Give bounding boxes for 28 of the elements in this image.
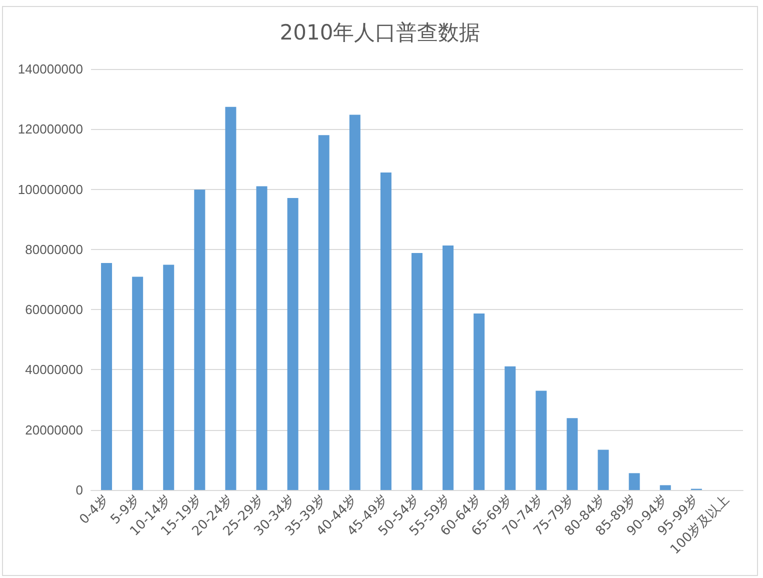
bar [660, 485, 671, 490]
bar [566, 418, 578, 490]
y-tick-label: 60000000 [25, 302, 83, 318]
bar [256, 186, 268, 490]
bar [318, 135, 330, 490]
chart-title: 2010年人口普查数据 [280, 20, 480, 44]
bar [101, 262, 112, 490]
y-tick-label: 120000000 [18, 122, 83, 137]
y-tick-label: 20000000 [25, 422, 83, 438]
bar [194, 190, 206, 490]
bar [380, 172, 392, 490]
bar [132, 276, 144, 490]
bar [225, 106, 236, 490]
bar [442, 246, 454, 490]
y-tick-label: 140000000 [18, 62, 83, 76]
bar [287, 198, 298, 490]
bar [536, 390, 547, 490]
bar [412, 253, 422, 490]
y-tick-label: 100000000 [18, 182, 83, 197]
bar [349, 114, 360, 490]
bar [504, 366, 516, 490]
bar [163, 264, 174, 490]
y-tick-label: 80000000 [25, 242, 83, 257]
bar [598, 450, 609, 490]
y-tick-label: 40000000 [25, 362, 83, 378]
bar [628, 473, 640, 490]
bar [474, 313, 485, 490]
y-tick-label: 0 [76, 482, 83, 498]
